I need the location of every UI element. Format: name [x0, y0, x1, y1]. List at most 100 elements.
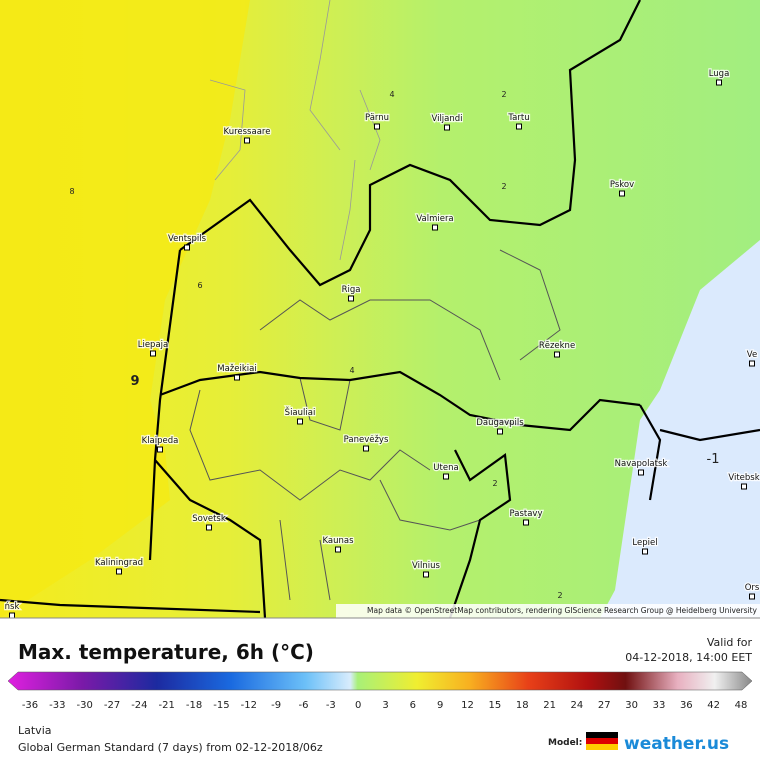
- city-marker: [749, 360, 755, 367]
- city-marker: [642, 548, 648, 555]
- contour-label: 8: [69, 187, 74, 196]
- city-marker: [363, 445, 369, 452]
- legend-tick-label: -3: [326, 700, 336, 711]
- legend-tick-label: -6: [298, 700, 308, 711]
- city-label: Sovetsk: [192, 514, 226, 524]
- contour-label: 2: [557, 591, 562, 600]
- city-marker: [244, 137, 250, 144]
- legend-tick-label: -36: [22, 700, 38, 711]
- city-label: Ve: [747, 350, 757, 360]
- legend-tick-label: 15: [489, 700, 502, 711]
- city-label: Lepiel: [632, 538, 657, 548]
- legend-tick-label: 6: [410, 700, 416, 711]
- coastline: [209, 0, 381, 261]
- legend-tick-label: 24: [571, 700, 584, 711]
- contour-label: 2: [501, 182, 506, 191]
- valid-label: Valid for: [707, 636, 753, 649]
- legend-tick-label: -12: [241, 700, 257, 711]
- contour-label: 2: [492, 479, 497, 488]
- city-marker: [749, 593, 755, 600]
- legend-tick-label: 42: [707, 700, 720, 711]
- city-label: Kuressaare: [224, 127, 271, 137]
- city-marker: [432, 224, 438, 231]
- city-label: Tartu: [507, 113, 529, 123]
- legend-tick-label: -15: [213, 700, 229, 711]
- city-label: Riga: [342, 285, 361, 295]
- city-label: Liepaja: [138, 340, 169, 350]
- legend-tick-label: 0: [355, 700, 361, 711]
- city-marker: [638, 469, 644, 476]
- city-label: Vitebsk: [728, 473, 759, 483]
- model-run: Global German Standard (7 days) from 02-…: [18, 741, 323, 754]
- valid-time: 04-12-2018, 14:00 EET: [625, 651, 752, 664]
- city-marker: [348, 295, 354, 302]
- city-marker: [9, 612, 15, 618]
- city-marker: [716, 79, 722, 86]
- contour-label: 2: [501, 90, 506, 99]
- legend-tick-label: 30: [625, 700, 638, 711]
- region-border: [189, 249, 561, 601]
- city-label: Mažeikiai: [217, 364, 256, 374]
- city-label: Daugavpils: [476, 418, 524, 428]
- title: Max. temperature, 6h (°C): [18, 640, 314, 664]
- flag: [586, 732, 618, 738]
- legend-tick-label: 18: [516, 700, 529, 711]
- legend-tick-label: 12: [461, 700, 474, 711]
- city-marker: [184, 244, 190, 251]
- city-marker: [206, 524, 212, 531]
- city-label: Šiauliai: [285, 406, 316, 418]
- city-marker: [516, 123, 522, 130]
- color-bar: [7, 671, 753, 691]
- legend-tick-label: 3: [382, 700, 388, 711]
- city-marker: [423, 571, 429, 578]
- legend-tick-label: -33: [49, 700, 65, 711]
- contour-label: -1: [707, 452, 720, 467]
- city-label: ńsk: [5, 602, 20, 612]
- legend-tick-label: -27: [104, 700, 120, 711]
- city-marker: [523, 519, 529, 526]
- map: Kuressaare Pärnu Viljandi Tartu Luga Pskov Val…: [0, 0, 760, 618]
- legend-tick-label: -30: [77, 700, 93, 711]
- city-label: Pskov: [610, 180, 634, 190]
- sea: [0, 0, 250, 618]
- flag: [586, 744, 618, 750]
- city-label: Vilnius: [412, 561, 440, 571]
- city-marker: [741, 483, 747, 490]
- city-marker: [497, 428, 503, 435]
- country-border: [0, 0, 760, 618]
- legend-tick-label: 33: [653, 700, 666, 711]
- city-marker: [444, 124, 450, 131]
- city-label: Viljandi: [431, 114, 462, 124]
- contour-label: 9: [130, 374, 139, 389]
- city-marker: [157, 446, 163, 453]
- attribution-bg: [336, 604, 760, 618]
- city-marker: [619, 190, 625, 197]
- city-label: Klaipeda: [142, 436, 179, 446]
- attribution: Map data © OpenStreetMap contributors, r…: [367, 606, 758, 615]
- city-label: Navapolatsk: [615, 459, 668, 469]
- legend-tick-label: -21: [159, 700, 175, 711]
- legend-tick-label: 9: [437, 700, 443, 711]
- city-label: Rēzekne: [539, 341, 575, 351]
- contour-label: 6: [197, 281, 202, 290]
- city-label: Pastavy: [510, 509, 543, 519]
- city-marker: [335, 546, 341, 553]
- city-marker: [554, 351, 560, 358]
- cold-area: [600, 240, 760, 618]
- legend-tick-label: -24: [131, 700, 147, 711]
- legend-tick-label: -18: [186, 700, 202, 711]
- model-label: Model:: [548, 738, 582, 748]
- region: Latvia: [18, 724, 52, 737]
- city-label: Ors: [745, 583, 760, 593]
- legend-tick-label: 48: [735, 700, 748, 711]
- contour-label: 4: [389, 90, 394, 99]
- city-label: Valmiera: [416, 214, 453, 224]
- legend-tick-label: 36: [680, 700, 693, 711]
- city-label: Luga: [709, 69, 730, 79]
- city-marker: [234, 374, 240, 381]
- legend-tick-label: 27: [598, 700, 611, 711]
- city-label: Kaunas: [322, 536, 354, 546]
- city-label: Kaliningrad: [95, 558, 143, 568]
- city-label: Pärnu: [365, 113, 389, 123]
- city-marker: [116, 568, 122, 575]
